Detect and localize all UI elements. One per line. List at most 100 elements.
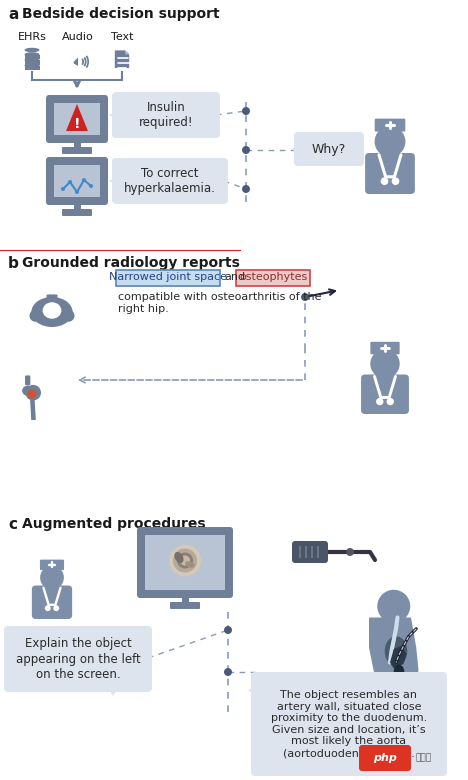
Polygon shape	[248, 686, 255, 694]
FancyBboxPatch shape	[365, 153, 415, 194]
Circle shape	[169, 544, 201, 576]
Circle shape	[224, 668, 232, 676]
Text: Why?: Why?	[312, 143, 346, 155]
Circle shape	[29, 310, 42, 321]
Ellipse shape	[24, 63, 39, 68]
Circle shape	[53, 605, 59, 612]
Ellipse shape	[24, 58, 39, 62]
FancyBboxPatch shape	[359, 745, 411, 771]
FancyBboxPatch shape	[116, 270, 220, 286]
Circle shape	[75, 190, 79, 194]
FancyBboxPatch shape	[46, 157, 108, 205]
FancyBboxPatch shape	[48, 585, 56, 591]
Ellipse shape	[185, 561, 195, 568]
Text: b: b	[8, 256, 19, 271]
Circle shape	[376, 398, 383, 406]
Text: The object resembles an
artery wall, situated close
proximity to the duodenum.
G: The object resembles an artery wall, sit…	[271, 690, 427, 758]
Text: right hip.: right hip.	[118, 304, 169, 314]
Text: c: c	[8, 517, 17, 532]
FancyBboxPatch shape	[4, 626, 152, 692]
FancyBboxPatch shape	[170, 602, 200, 609]
Text: To correct
hyperkalaemia.: To correct hyperkalaemia.	[124, 167, 216, 195]
FancyBboxPatch shape	[25, 378, 30, 383]
Circle shape	[380, 177, 388, 185]
Circle shape	[370, 349, 400, 378]
Polygon shape	[369, 618, 418, 700]
Ellipse shape	[31, 297, 73, 327]
Polygon shape	[115, 51, 129, 68]
Circle shape	[173, 548, 197, 573]
Ellipse shape	[24, 52, 39, 57]
FancyBboxPatch shape	[54, 103, 100, 135]
Circle shape	[242, 107, 250, 115]
Circle shape	[387, 398, 394, 406]
FancyBboxPatch shape	[40, 559, 64, 570]
Circle shape	[40, 566, 64, 590]
Circle shape	[180, 555, 190, 566]
FancyBboxPatch shape	[385, 151, 395, 159]
FancyBboxPatch shape	[24, 60, 39, 65]
Circle shape	[242, 185, 250, 193]
Text: a: a	[8, 7, 18, 22]
FancyBboxPatch shape	[62, 209, 92, 216]
Text: php: php	[373, 753, 397, 763]
Text: Text: Text	[111, 32, 133, 42]
Polygon shape	[74, 58, 78, 66]
Polygon shape	[109, 111, 116, 119]
FancyBboxPatch shape	[112, 92, 220, 138]
Circle shape	[27, 389, 37, 399]
Circle shape	[177, 552, 193, 569]
FancyBboxPatch shape	[386, 605, 400, 619]
FancyBboxPatch shape	[24, 55, 39, 59]
Polygon shape	[108, 688, 118, 696]
FancyBboxPatch shape	[24, 66, 39, 70]
FancyBboxPatch shape	[361, 374, 409, 414]
Text: Grounded radiology reports: Grounded radiology reports	[22, 256, 240, 270]
Text: !: !	[74, 117, 80, 131]
Ellipse shape	[175, 552, 183, 563]
FancyBboxPatch shape	[375, 119, 405, 132]
FancyBboxPatch shape	[236, 270, 310, 286]
FancyBboxPatch shape	[25, 381, 30, 385]
Circle shape	[374, 126, 405, 157]
Circle shape	[392, 177, 399, 185]
Text: Insulin
required!: Insulin required!	[139, 101, 193, 129]
Ellipse shape	[394, 665, 404, 679]
Text: Augmented procedures: Augmented procedures	[22, 517, 205, 531]
FancyBboxPatch shape	[46, 295, 51, 300]
FancyBboxPatch shape	[380, 372, 390, 381]
Polygon shape	[390, 646, 407, 668]
Circle shape	[25, 385, 41, 400]
FancyBboxPatch shape	[54, 165, 100, 197]
FancyBboxPatch shape	[137, 527, 233, 598]
Text: EHRs: EHRs	[18, 32, 46, 42]
Ellipse shape	[22, 385, 34, 396]
Text: 中文网: 中文网	[415, 753, 431, 763]
Polygon shape	[125, 51, 129, 55]
FancyBboxPatch shape	[62, 147, 92, 154]
FancyBboxPatch shape	[32, 586, 72, 619]
Text: Narrowed joint space: Narrowed joint space	[109, 272, 227, 282]
FancyBboxPatch shape	[46, 95, 108, 143]
Circle shape	[242, 146, 250, 154]
Text: osteophytes: osteophytes	[239, 272, 307, 282]
FancyBboxPatch shape	[292, 541, 328, 563]
Text: Bedside decision support: Bedside decision support	[22, 7, 219, 21]
Circle shape	[89, 184, 93, 188]
Circle shape	[377, 590, 410, 622]
FancyBboxPatch shape	[52, 295, 58, 300]
FancyBboxPatch shape	[370, 342, 400, 354]
FancyBboxPatch shape	[294, 132, 364, 166]
Circle shape	[82, 178, 86, 182]
Text: and: and	[224, 272, 245, 282]
Text: Explain the object
appearing on the left
on the screen.: Explain the object appearing on the left…	[15, 637, 140, 680]
FancyBboxPatch shape	[25, 375, 30, 380]
Text: Audio: Audio	[62, 32, 94, 42]
Polygon shape	[30, 397, 36, 420]
Ellipse shape	[24, 48, 39, 52]
Circle shape	[301, 293, 309, 301]
Circle shape	[224, 626, 232, 634]
FancyBboxPatch shape	[251, 672, 447, 776]
Polygon shape	[109, 177, 116, 185]
Circle shape	[61, 187, 65, 191]
